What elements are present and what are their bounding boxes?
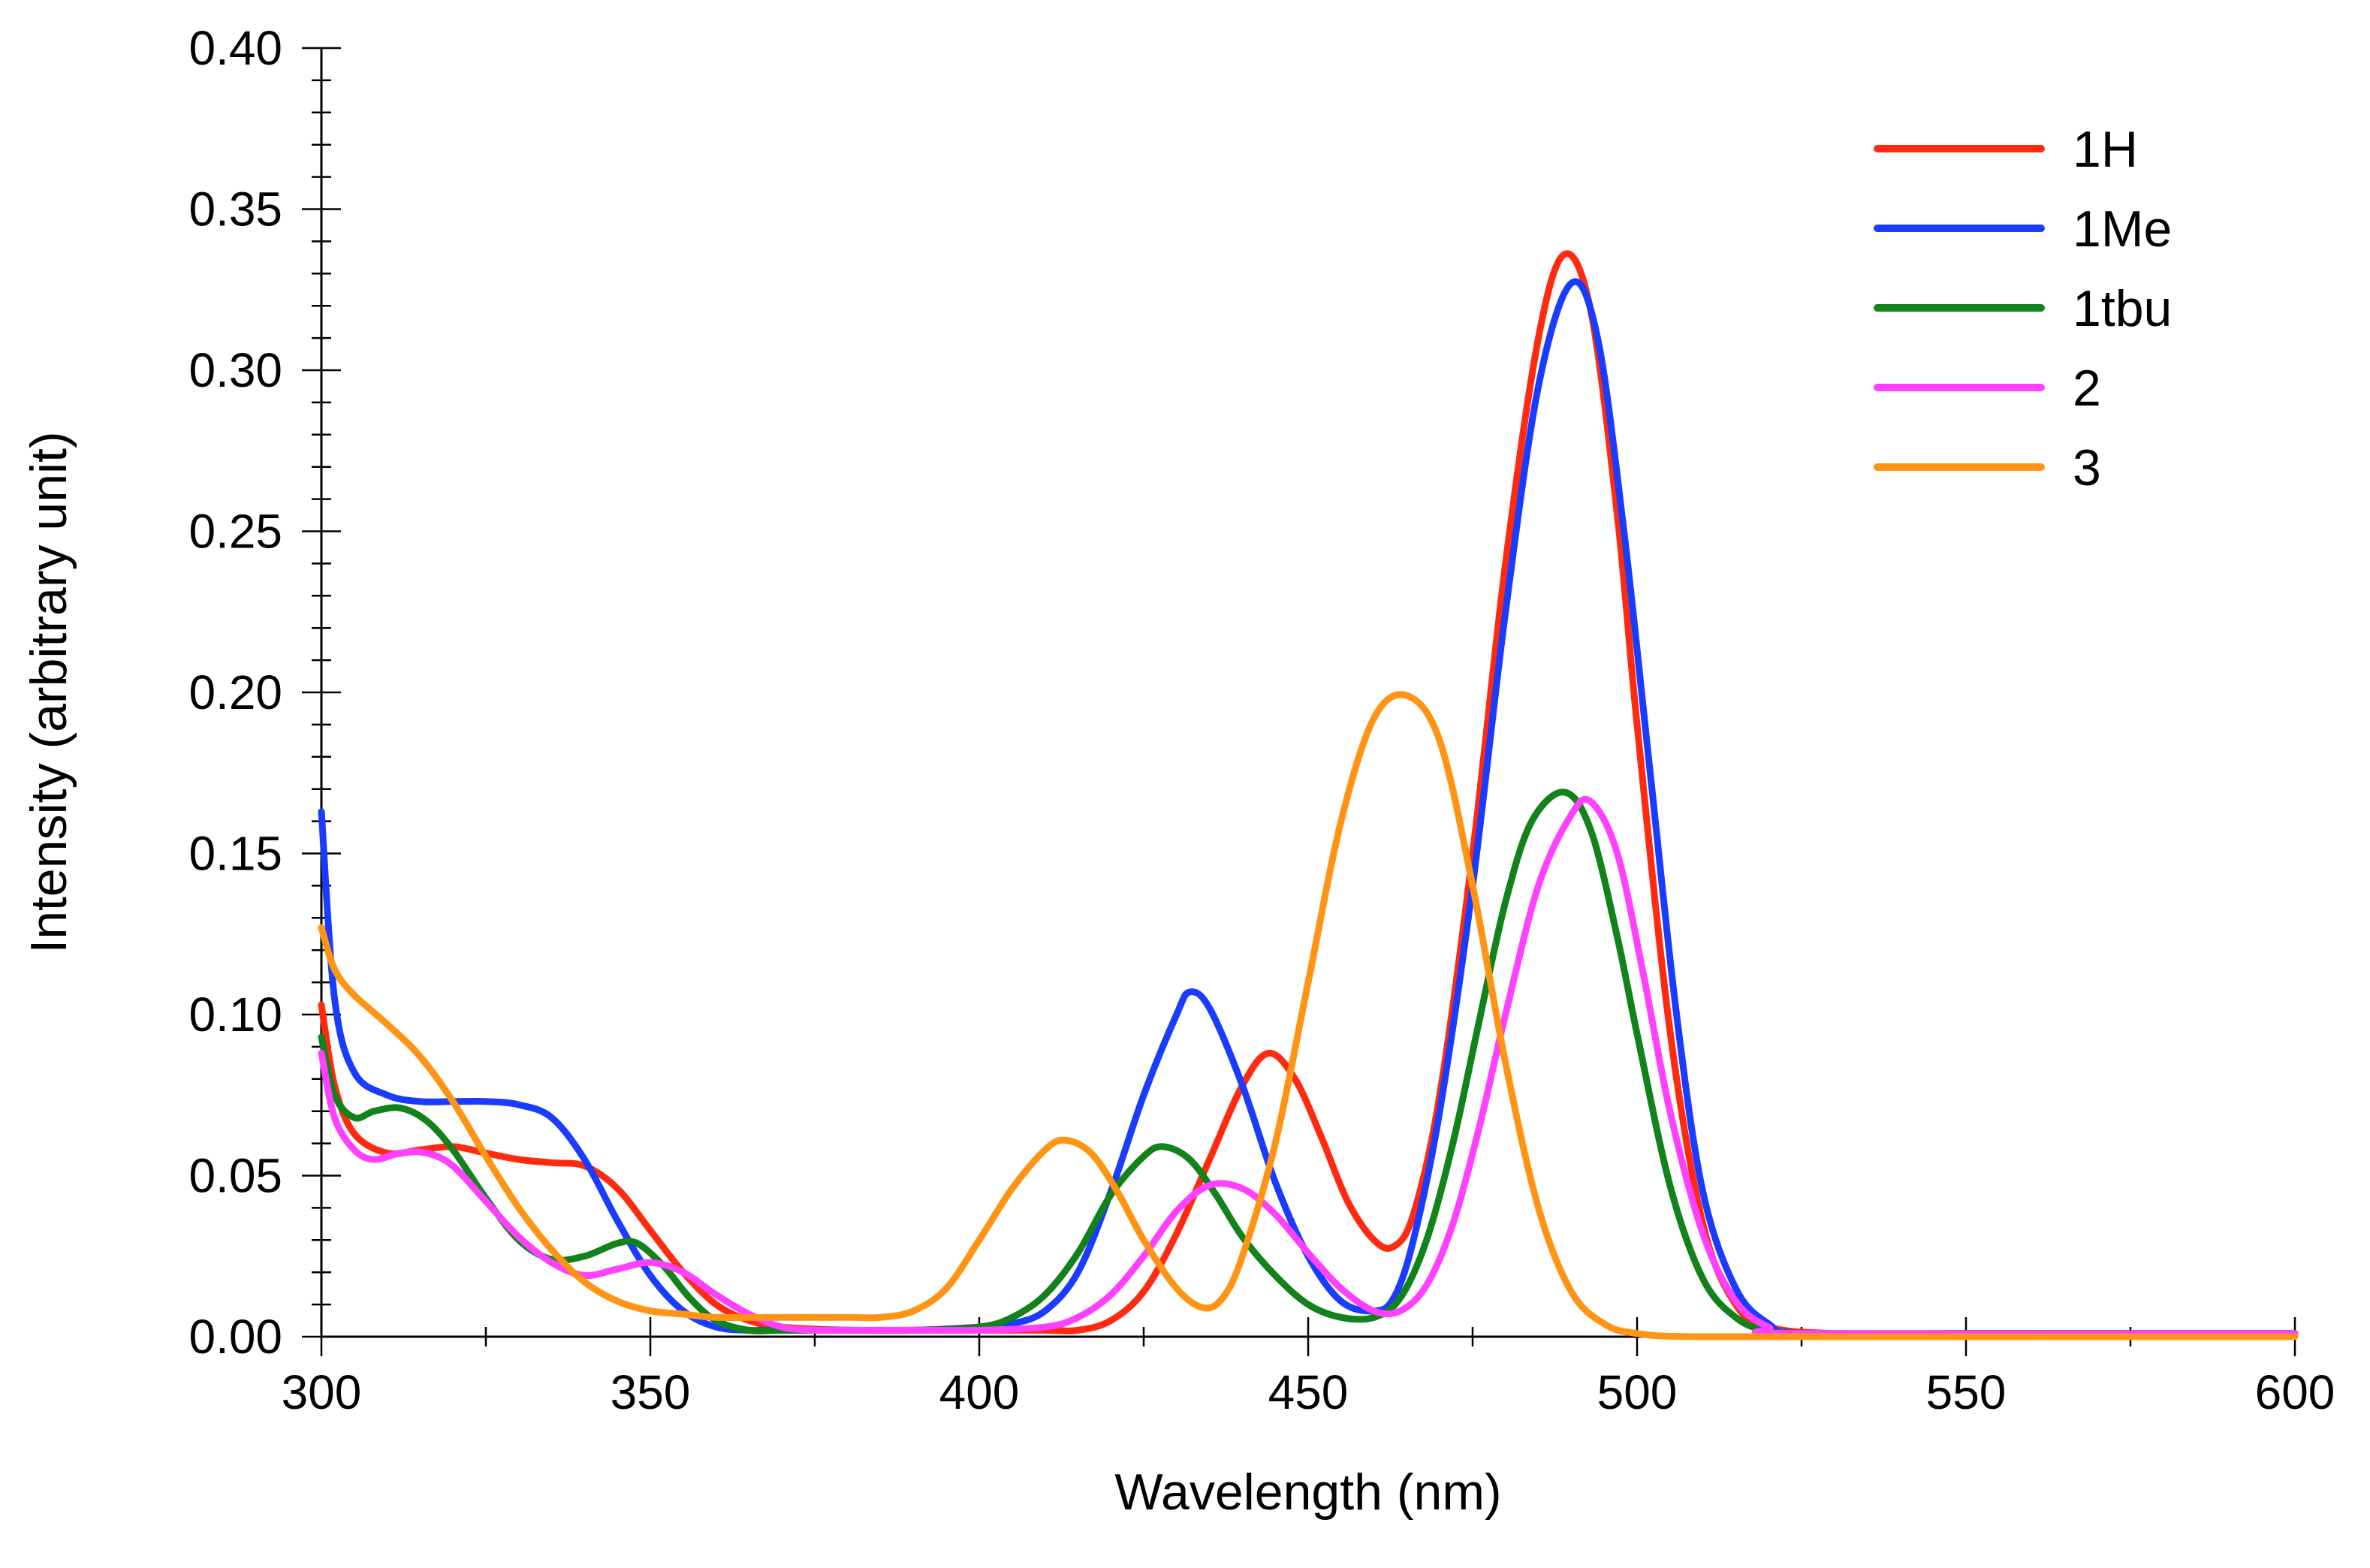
x-tick-label: 450 <box>1268 1365 1349 1419</box>
x-tick-label: 400 <box>939 1365 1020 1419</box>
series-line-1tbu <box>318 789 2299 1337</box>
y-tick-label: 0.20 <box>188 665 282 719</box>
series-lines <box>318 250 2299 1340</box>
y-tick-label: 0.35 <box>188 182 282 237</box>
y-axis-title: Intensity (arbitrary unit) <box>20 431 77 953</box>
legend-label-3: 3 <box>2073 439 2101 496</box>
legend-label-1me: 1Me <box>2073 201 2172 258</box>
series-line-1me <box>318 278 2299 1338</box>
series-line-2 <box>318 795 2299 1337</box>
axes <box>320 48 2295 1338</box>
y-tick-label: 0.05 <box>188 1149 282 1203</box>
y-tick-label: 0.25 <box>188 505 282 559</box>
legend-label-1h: 1H <box>2073 121 2138 178</box>
legend-label-1tbu: 1tbu <box>2073 280 2172 337</box>
series-line-1h <box>318 250 2299 1337</box>
y-tick-label: 0.30 <box>188 343 282 397</box>
x-tick-label: 300 <box>282 1365 362 1419</box>
y-tick-label: 0.40 <box>188 21 282 75</box>
series-line-3 <box>318 691 2299 1340</box>
x-tick-label: 350 <box>611 1365 691 1419</box>
x-tick-label: 550 <box>1926 1365 2007 1419</box>
y-tick-label: 0.15 <box>188 827 282 881</box>
y-tick-label: 0.10 <box>188 988 282 1042</box>
legend: 1H 1Me 1tbu 2 3 <box>1874 121 2172 496</box>
x-tick-label: 600 <box>2255 1365 2335 1419</box>
y-tick-label: 0.00 <box>188 1310 282 1364</box>
legend-label-2: 2 <box>2073 360 2101 417</box>
x-axis-title: Wavelength (nm) <box>1114 1464 1501 1521</box>
x-tick-label: 500 <box>1597 1365 1678 1419</box>
axis-ticks: 0.00 0.05 0.10 0.15 0.20 0.25 0.30 0.35 0.40 300 3… <box>188 21 2335 1419</box>
